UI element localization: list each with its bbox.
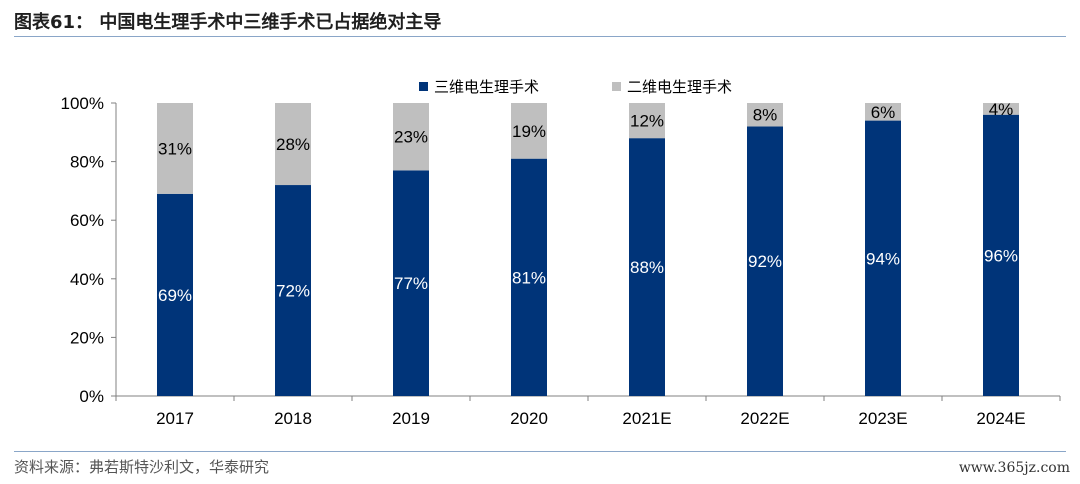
bar-3d-2018 (275, 185, 311, 396)
data-label-2d: 4% (989, 100, 1014, 119)
x-tick-label: 2023E (858, 409, 907, 428)
data-label-3d: 94% (866, 249, 900, 268)
data-label-3d: 81% (512, 268, 546, 287)
bar-2d-2022E (747, 103, 783, 127)
watermark: www.365jz.com (958, 460, 1070, 476)
bar-2d-2021E (629, 103, 665, 139)
bar-3d-2022E (747, 126, 783, 396)
data-label-2d: 28% (276, 135, 310, 154)
x-tick-label: 2018 (274, 409, 312, 428)
bar-3d-2017 (157, 193, 193, 396)
y-tick-label: 100% (61, 94, 104, 113)
legend-swatch-3d (419, 82, 428, 91)
data-label-2d: 8% (753, 106, 778, 125)
data-label-2d: 19% (512, 122, 546, 141)
data-label-2d: 23% (394, 128, 428, 147)
data-label-3d: 77% (394, 274, 428, 293)
title-bar: 图表61： 中国电生理手术中三维手术已占据绝对主导 (14, 6, 1066, 37)
bar-3d-2020 (511, 158, 547, 396)
data-label-3d: 69% (158, 286, 192, 305)
data-label-2d: 31% (158, 139, 192, 158)
data-label-3d: 88% (630, 258, 664, 277)
bar-2d-2024E (983, 103, 1019, 115)
data-label-2d: 6% (871, 103, 896, 122)
bar-2d-2017 (157, 103, 193, 194)
y-tick-label: 0% (79, 387, 104, 406)
y-tick-label: 80% (70, 153, 104, 172)
bar-3d-2019 (393, 170, 429, 396)
bar-2d-2019 (393, 103, 429, 171)
data-label-3d: 72% (276, 282, 310, 301)
chart-title: 图表61： 中国电生理手术中三维手术已占据绝对主导 (14, 12, 442, 33)
x-tick-label: 2021E (622, 409, 671, 428)
source-note: 资料来源：弗若斯特沙利文，华泰研究 (14, 458, 270, 476)
x-tick-label: 2017 (156, 409, 194, 428)
x-tick-label: 2020 (510, 409, 548, 428)
x-tick-label: 2024E (976, 409, 1025, 428)
data-label-3d: 96% (984, 246, 1018, 265)
data-label-3d: 92% (748, 252, 782, 271)
bar-3d-2024E (983, 114, 1019, 396)
bar-2d-2023E (865, 103, 901, 121)
bar-2d-2020 (511, 103, 547, 159)
stacked-bar-chart: 0% 20% 40% 60% 80% 100% 69% 31% 2017 72% 28% 2018 77… (61, 78, 1061, 428)
footer-divider (14, 451, 1066, 452)
y-tick-label: 40% (70, 270, 104, 289)
bar-2d-2018 (275, 103, 311, 186)
data-label-2d: 12% (630, 112, 664, 131)
bar-3d-2023E (865, 120, 901, 396)
bar-3d-2021E (629, 138, 665, 396)
x-tick-label: 2019 (392, 409, 430, 428)
y-tick-label: 20% (70, 328, 104, 347)
y-tick-label: 60% (70, 211, 104, 230)
legend-label-2d: 二维电生理手术 (627, 78, 732, 96)
x-tick-label: 2022E (740, 409, 789, 428)
legend-swatch-2d (612, 82, 621, 91)
legend-label-3d: 三维电生理手术 (434, 78, 539, 96)
